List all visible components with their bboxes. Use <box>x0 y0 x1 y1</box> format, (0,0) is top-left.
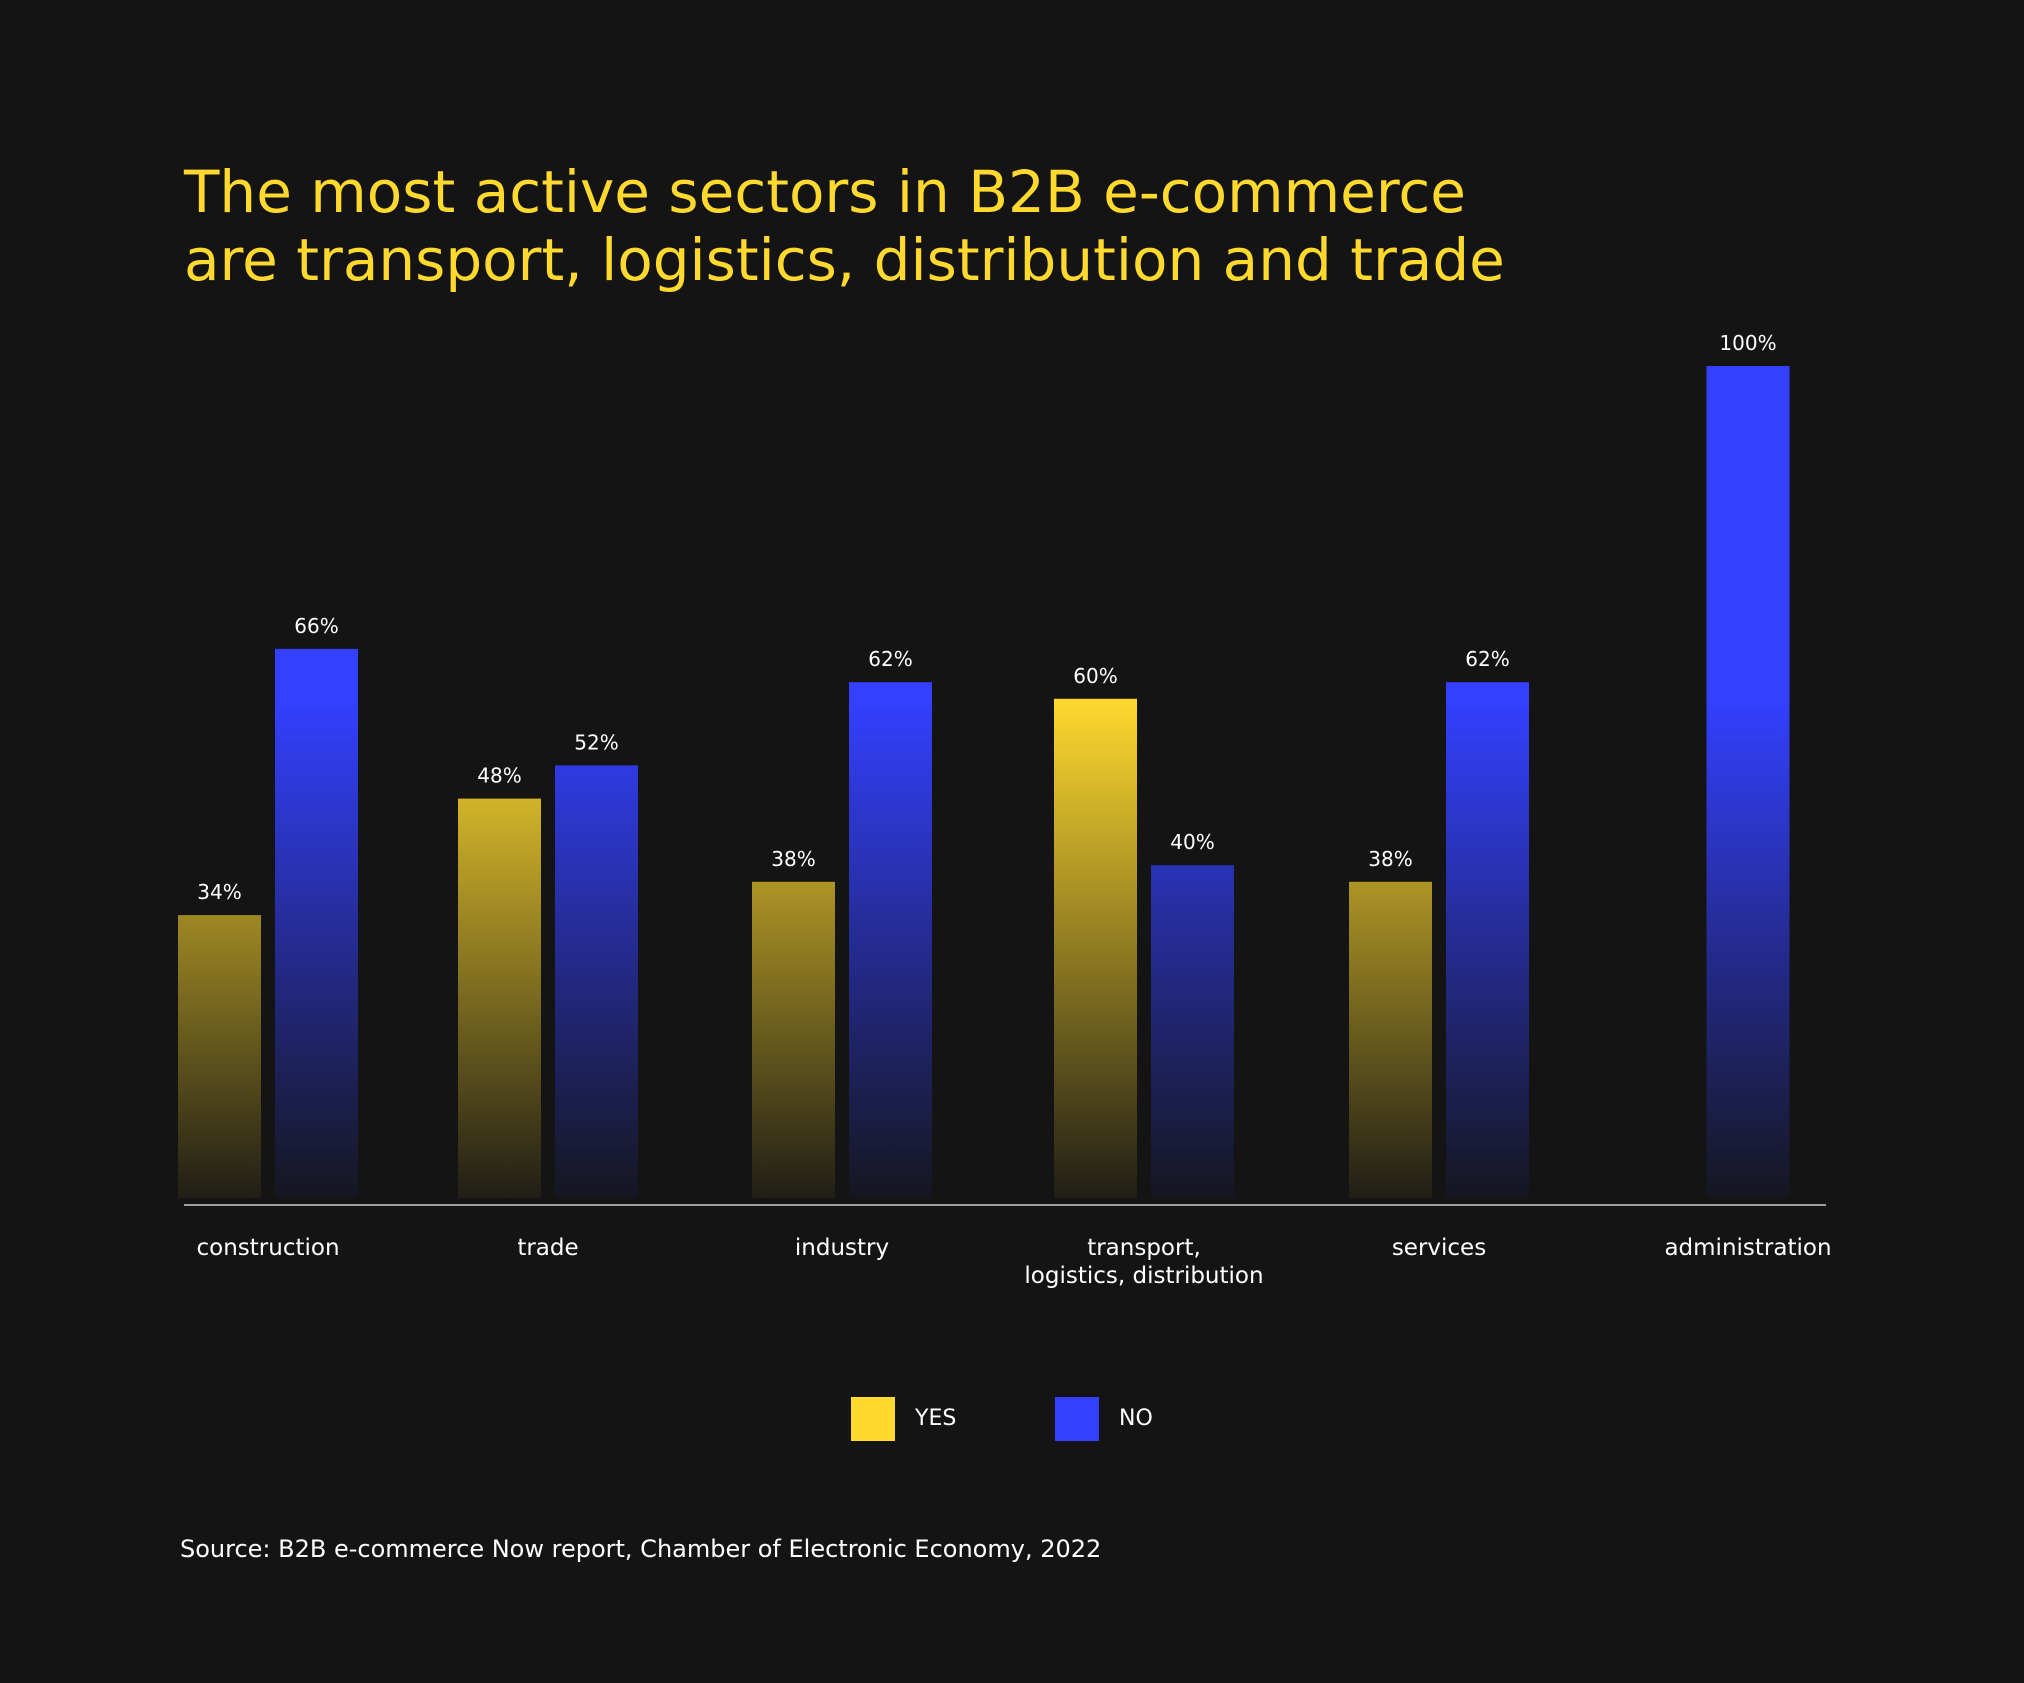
bar-transport-logistics-distribution-no <box>1151 865 1234 1198</box>
chart-title-line-2: are transport, logistics, distribution a… <box>184 226 1505 294</box>
bar-construction-no <box>275 648 358 1198</box>
value-label-trade-yes: 48% <box>477 764 521 788</box>
category-label-construction: construction <box>196 1235 339 1261</box>
category-label-trade: trade <box>517 1235 578 1261</box>
category-label-line: transport, <box>1087 1235 1201 1261</box>
value-label-administration-no: 100% <box>1719 331 1776 355</box>
value-label-transport-logistics-distribution-yes: 60% <box>1073 664 1117 688</box>
value-label-construction-yes: 34% <box>197 880 241 904</box>
bars-layer <box>178 366 1790 1198</box>
source-note: Source: B2B e-commerce Now report, Chamb… <box>180 1535 1102 1563</box>
chart-title-line-1: The most active sectors in B2B e-commerc… <box>184 158 1466 226</box>
category-label-line: construction <box>196 1235 339 1261</box>
bar-transport-logistics-distribution-yes <box>1054 698 1137 1198</box>
legend-swatch-no <box>1055 1397 1099 1441</box>
category-label-services: services <box>1392 1235 1486 1261</box>
bar-administration-no <box>1706 366 1790 1198</box>
value-label-services-no: 62% <box>1465 647 1509 671</box>
category-labels-layer: construction trade industry transport, logis… <box>196 1235 1831 1289</box>
legend-label-yes: YES <box>915 1406 957 1431</box>
value-label-trade-no: 52% <box>574 730 618 754</box>
value-label-construction-no: 66% <box>294 614 338 638</box>
category-label-line: logistics, distribution <box>1024 1263 1263 1289</box>
category-label-line: services <box>1392 1235 1486 1261</box>
value-label-industry-yes: 38% <box>771 847 815 871</box>
category-label-transport-logistics-distribution: transport, logistics, distribution <box>1024 1235 1263 1289</box>
bar-construction-yes <box>178 915 261 1198</box>
legend-label-no: NO <box>1119 1406 1153 1431</box>
category-label-line: industry <box>795 1235 889 1261</box>
category-label-line: trade <box>517 1235 578 1261</box>
value-label-services-yes: 38% <box>1368 847 1412 871</box>
bar-industry-yes <box>752 881 835 1198</box>
bar-services-yes <box>1349 881 1432 1198</box>
category-label-industry: industry <box>795 1235 889 1261</box>
value-labels-layer: 34% 66% 48% 52% 38% 62% 60% 40% 38% 62% 100% <box>197 331 1776 904</box>
category-label-line: administration <box>1664 1235 1831 1261</box>
bar-trade-no <box>555 765 638 1198</box>
legend-swatch-yes <box>851 1397 895 1441</box>
value-label-transport-logistics-distribution-no: 40% <box>1170 830 1214 854</box>
category-label-administration: administration <box>1664 1235 1831 1261</box>
bar-trade-yes <box>458 798 541 1198</box>
bar-industry-no <box>849 682 932 1198</box>
chart-title: The most active sectors in B2B e-commerc… <box>184 158 1884 294</box>
bar-services-no <box>1446 682 1529 1198</box>
value-label-industry-no: 62% <box>868 647 912 671</box>
